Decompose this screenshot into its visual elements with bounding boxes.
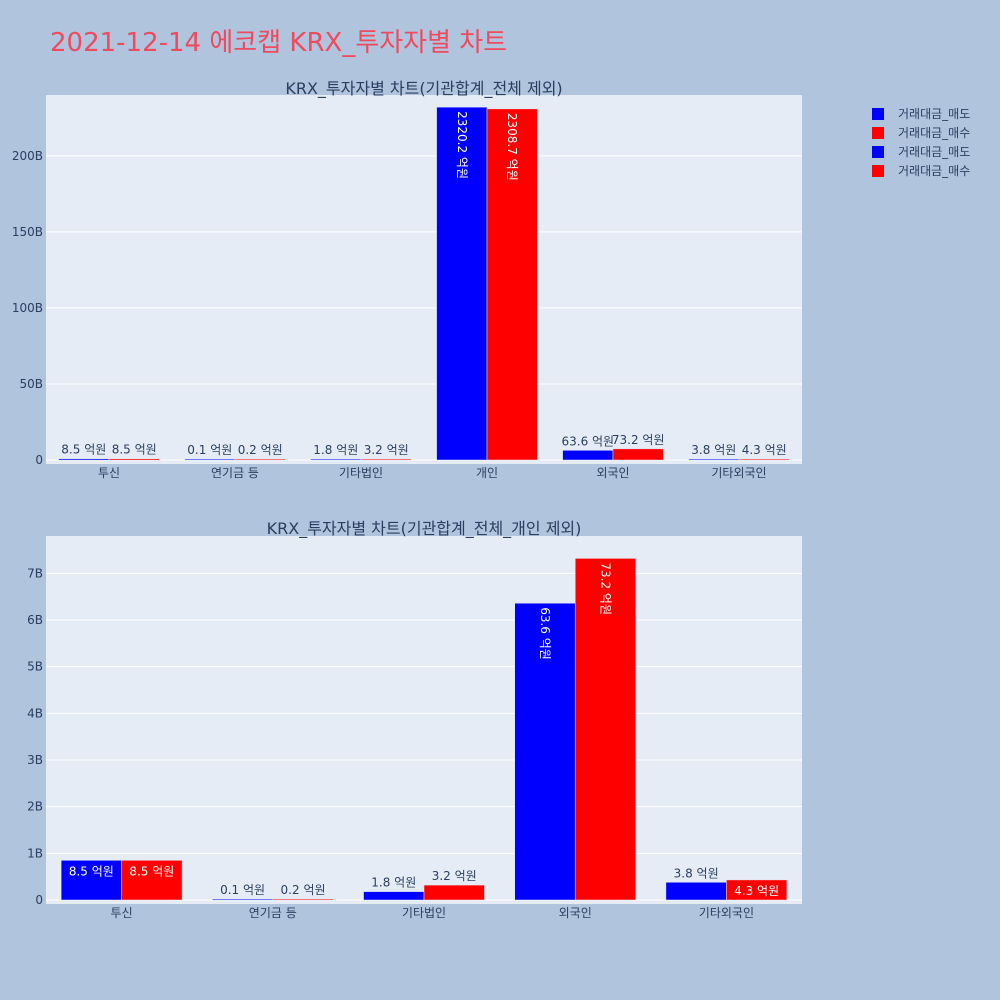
bar	[423, 884, 485, 901]
bar	[574, 558, 636, 901]
data-label: 4.3 억원	[742, 443, 787, 457]
legend-swatch	[872, 164, 884, 177]
bar	[121, 860, 183, 901]
data-label: 73.2 억원	[612, 433, 665, 447]
bar	[360, 458, 412, 461]
y-tick-label: 0	[35, 893, 43, 907]
bar	[363, 891, 425, 901]
data-label: 3.2 억원	[364, 443, 409, 457]
data-label: 3.2 억원	[432, 869, 477, 883]
x-tick-label: 연기금 등	[211, 466, 259, 480]
legend-swatch	[872, 145, 884, 158]
y-tick-label: 5B	[27, 660, 43, 674]
y-tick-label: 7B	[27, 566, 43, 580]
x-tick-label: 기타법인	[339, 466, 383, 480]
x-tick-label: 개인	[476, 466, 498, 480]
x-tick-label: 외국인	[559, 906, 592, 920]
data-label: 63.6 억원	[561, 434, 614, 448]
data-label: 4.3 억원	[734, 884, 779, 898]
y-tick-label: 2B	[27, 800, 43, 814]
chart-title: KRX_투자자별 차트(기관합계_전체_개인 제외)	[267, 519, 582, 539]
data-label: 3.8 억원	[674, 866, 719, 880]
data-label: 8.5 억원	[129, 864, 174, 878]
x-tick-label: 기타외국인	[711, 466, 766, 480]
bar	[212, 898, 274, 901]
bar	[58, 458, 110, 461]
x-tick-label: 외국인	[596, 466, 629, 480]
data-label: 0.2 억원	[238, 443, 283, 457]
y-tick-label: 3B	[27, 753, 43, 767]
bar	[562, 450, 614, 461]
bar	[486, 108, 538, 461]
data-label: 73.2 억원	[598, 562, 612, 615]
legend-item[interactable]: 거래대금_매도	[872, 142, 970, 161]
x-tick-label: 투신	[111, 906, 133, 920]
page-title: 2021-12-14 에코캡 KRX_투자자별 차트	[50, 28, 508, 58]
legend-label: 거래대금_매도	[898, 107, 971, 121]
legend-swatch	[872, 126, 884, 139]
y-tick-label: 200B	[12, 149, 43, 163]
bar	[108, 458, 160, 461]
plot-area	[46, 536, 802, 904]
y-tick-label: 50B	[19, 377, 43, 391]
bar	[184, 458, 236, 461]
y-tick-label: 150B	[12, 225, 43, 239]
data-label: 0.1 억원	[220, 883, 265, 897]
bar	[688, 458, 740, 461]
bar	[60, 860, 122, 901]
bar	[272, 898, 334, 901]
data-label: 1.8 억원	[371, 876, 416, 890]
chart-title: KRX_투자자별 차트(기관합계_전체 제외)	[285, 79, 562, 99]
x-tick-label: 기타외국인	[699, 906, 754, 920]
bar	[665, 882, 727, 901]
data-label: 2320.2 억원	[455, 111, 469, 179]
bar	[514, 602, 576, 901]
x-tick-label: 투신	[98, 466, 120, 480]
y-tick-label: 4B	[27, 706, 43, 720]
y-tick-label: 1B	[27, 846, 43, 860]
legend-label: 거래대금_매도	[898, 145, 971, 159]
data-label: 1.8 억원	[313, 443, 358, 457]
data-label: 2308.7 억원	[505, 113, 519, 181]
data-label: 8.5 억원	[112, 443, 157, 457]
bar	[234, 458, 286, 461]
plot-area	[46, 95, 802, 464]
bar	[436, 106, 488, 461]
data-label: 0.1 억원	[187, 443, 232, 457]
y-tick-label: 6B	[27, 613, 43, 627]
x-tick-label: 기타법인	[402, 906, 446, 920]
y-tick-label: 100B	[12, 301, 43, 315]
data-label: 8.5 억원	[61, 443, 106, 457]
x-tick-label: 연기금 등	[249, 906, 297, 920]
data-label: 8.5 억원	[69, 864, 114, 878]
bar	[612, 448, 664, 461]
data-label: 63.6 억원	[538, 607, 552, 660]
data-label: 3.8 억원	[691, 443, 736, 457]
data-label: 0.2 억원	[281, 883, 326, 897]
y-tick-label: 0	[35, 453, 43, 467]
legend-label: 거래대금_매수	[898, 164, 971, 178]
legend-item[interactable]: 거래대금_매수	[872, 161, 970, 180]
bar	[738, 458, 790, 461]
bar	[726, 879, 788, 901]
legend-item[interactable]: 거래대금_매도	[872, 104, 970, 123]
legend-swatch	[872, 107, 884, 120]
legend-label: 거래대금_매수	[898, 126, 971, 140]
bar	[310, 458, 362, 461]
legend-item[interactable]: 거래대금_매수	[872, 123, 970, 142]
legend[interactable]: 거래대금_매도 거래대금_매수 거래대금_매도 거래대금_매수	[872, 104, 970, 180]
